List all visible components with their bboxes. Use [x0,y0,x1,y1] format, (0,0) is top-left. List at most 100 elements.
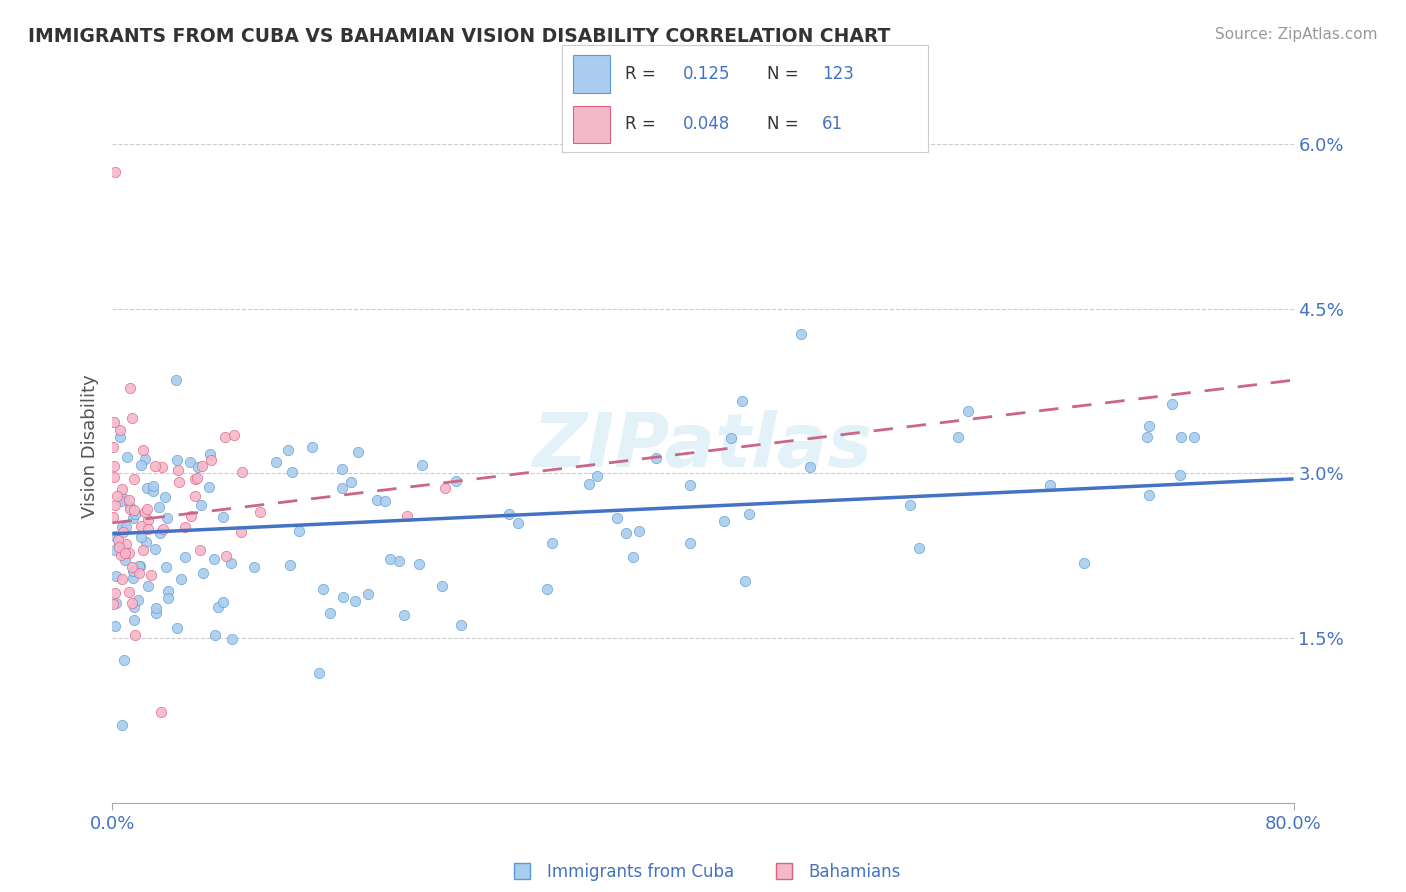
Point [249,505,271,519]
Point [138,579,160,593]
Point [799,460,821,475]
Point [111,482,134,496]
Point [115,536,138,550]
Text: N =: N = [768,65,799,83]
Text: 0.048: 0.048 [683,115,730,133]
Point [180,509,202,524]
Point [198,480,221,494]
Point [145,601,167,615]
Point [121,571,143,585]
Point [122,600,145,615]
Point [450,617,472,632]
Point [946,430,969,444]
Text: R =: R = [624,65,655,83]
Point [288,524,311,538]
Point [388,554,411,568]
Point [105,569,128,583]
Point [131,530,153,544]
Point [128,558,150,573]
Point [107,538,129,552]
Point [374,494,396,508]
Point [278,558,301,573]
Point [330,481,353,495]
Point [104,529,127,543]
Point [184,472,207,486]
Point [124,507,146,521]
Point [134,505,156,519]
Point [121,597,143,611]
Point [186,471,208,485]
Point [135,481,157,495]
Point [174,520,197,534]
Point [124,627,146,641]
Point [188,543,211,558]
Point [277,442,299,457]
Point [108,430,131,444]
Point [281,465,304,479]
Point [104,164,127,178]
Point [212,509,235,524]
Point [645,450,668,465]
Point [121,559,143,574]
Point [200,453,222,467]
Point [211,595,233,609]
Point [165,373,187,387]
Point [187,460,209,475]
Point [202,551,225,566]
Point [103,458,125,473]
Point [135,534,157,549]
Point [150,705,173,719]
Legend: Immigrants from Cuba, Bahamians: Immigrants from Cuba, Bahamians [498,856,908,888]
Text: Source: ZipAtlas.com: Source: ZipAtlas.com [1215,27,1378,42]
Point [129,558,152,573]
Point [198,446,221,460]
Point [229,525,252,540]
Point [264,454,287,468]
Point [308,665,330,680]
Point [128,566,150,580]
Point [738,508,761,522]
Point [149,525,172,540]
Bar [574,55,610,93]
Point [110,572,132,586]
Point [121,411,143,425]
Point [789,327,811,342]
Point [179,455,201,469]
Text: IMMIGRANTS FROM CUBA VS BAHAMIAN VISION DISABILITY CORRELATION CHART: IMMIGRANTS FROM CUBA VS BAHAMIAN VISION … [28,27,890,45]
Point [434,481,457,495]
Point [107,533,129,548]
Point [301,441,323,455]
Point [536,582,558,596]
Point [122,613,145,627]
Point [621,549,644,564]
Point [734,574,756,588]
Point [103,509,125,524]
Bar [574,105,610,143]
Point [108,540,131,554]
Point [167,463,190,477]
Point [145,607,167,621]
Point [312,582,335,596]
Point [118,584,141,599]
Point [112,491,135,506]
Point [115,450,138,464]
Point [586,469,609,483]
Point [366,492,388,507]
Point [142,479,165,493]
Point [110,548,132,562]
Point [319,607,342,621]
Point [330,462,353,476]
Point [104,498,127,512]
Point [444,475,467,489]
Point [122,510,145,524]
Point [169,572,191,586]
Point [110,494,132,508]
Point [143,541,166,556]
Point [136,513,159,527]
Point [628,524,651,538]
Point [1170,430,1192,444]
Point [142,483,165,498]
Point [155,559,177,574]
Point [498,508,520,522]
Point [720,432,742,446]
